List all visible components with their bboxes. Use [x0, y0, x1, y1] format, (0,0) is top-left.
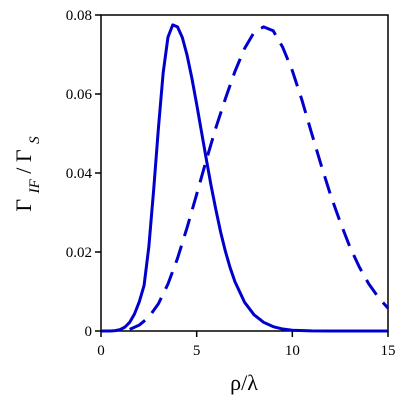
y-tick-label: 0 — [85, 324, 93, 340]
svg-text:Γ IF / Γ S: Γ IF / Γ S — [11, 136, 44, 212]
x-tick-label: 5 — [193, 343, 201, 359]
series-line-dashed — [129, 25, 390, 331]
y-axis-label: Γ IF / Γ S — [11, 136, 44, 212]
y-tick-label: 0.02 — [66, 245, 92, 261]
y-tick-label: 0.06 — [66, 87, 93, 103]
y-tick-label: 0.08 — [66, 8, 92, 24]
y-tick-label: 0.04 — [66, 166, 93, 182]
series-group — [101, 23, 390, 333]
y-axis-label-sub2: S — [27, 136, 43, 144]
y-axis-label-sub: IF — [27, 178, 43, 194]
ticks-group: 0 5 10 15 0 0.02 0.04 0.06 0.08 — [66, 8, 396, 359]
y-axis-label-slash: / Γ — [11, 149, 36, 174]
x-tick-label: 15 — [381, 343, 396, 359]
x-tick-label: 10 — [285, 343, 300, 359]
x-axis-label: ρ/λ — [230, 370, 258, 395]
series-line-solid — [101, 23, 388, 333]
x-tick-label: 0 — [97, 343, 105, 359]
y-axis-label-main: Γ — [11, 199, 36, 212]
